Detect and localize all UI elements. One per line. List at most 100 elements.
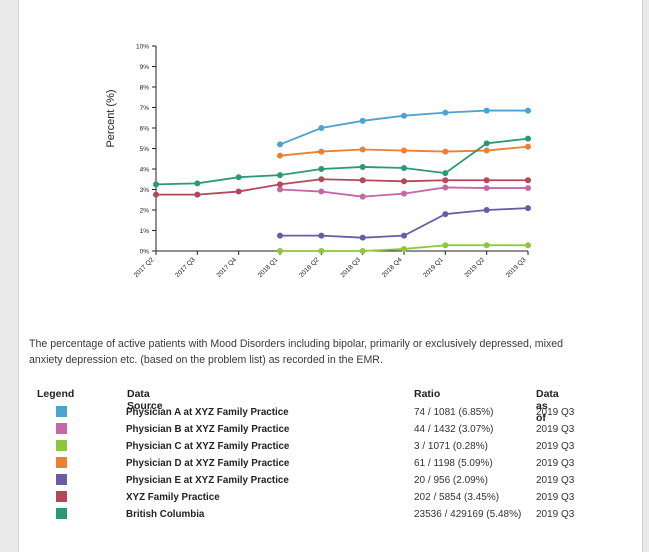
legend-asof: 2019 Q3 [536, 407, 575, 418]
legend-source: XYZ Family Practice [126, 492, 220, 503]
legend-asof: 2019 Q3 [536, 492, 575, 503]
data-point [359, 146, 366, 153]
data-point [442, 242, 449, 249]
data-point [442, 177, 449, 184]
data-point [525, 107, 531, 114]
legend-header: Legend [37, 388, 75, 400]
data-point [359, 117, 366, 124]
legend-swatch [56, 440, 67, 451]
legend-source: Physician A at XYZ Family Practice [126, 407, 289, 418]
legend-swatch [56, 406, 67, 417]
data-point [401, 147, 407, 154]
data-point [525, 177, 531, 184]
data-point [277, 186, 283, 193]
legend-ratio: 202 / 5854 (3.45%) [414, 492, 500, 503]
y-tick-label: 5% [140, 146, 150, 153]
y-tick-label: 0% [140, 249, 150, 256]
data-point [525, 143, 531, 150]
legend-asof: 2019 Q3 [536, 475, 575, 486]
data-point [483, 185, 490, 192]
legend-ratio: 44 / 1432 (3.07%) [414, 424, 494, 435]
data-point [442, 211, 449, 218]
data-point [359, 193, 366, 200]
x-tick-label: 2018 Q2 [298, 256, 321, 279]
data-point [153, 191, 159, 198]
data-point [442, 148, 449, 155]
data-point [401, 178, 407, 185]
ratio-header: Ratio [414, 388, 441, 400]
data-point [153, 181, 159, 188]
line-chart: 0% 1% 2% 3% 4% 5% 6% 7% 8% 9% 10% 2017 Q2 2017 Q3 201… [105, 44, 531, 279]
data-point [277, 141, 283, 148]
legend-ratio: 61 / 1198 (5.09%) [414, 458, 493, 469]
y-tick-label: 7% [140, 105, 150, 112]
data-point [525, 135, 531, 142]
legend-swatch [56, 457, 67, 468]
data-point [525, 205, 531, 212]
y-tick-label: 2% [140, 208, 150, 215]
data-point [401, 190, 407, 197]
y-tick-label: 4% [140, 167, 150, 174]
legend-source: Physician E at XYZ Family Practice [126, 475, 289, 486]
data-point [525, 242, 531, 249]
y-axis-title: Percent (%) [105, 89, 117, 147]
data-source-header: Data Source [127, 388, 163, 412]
legend-source: Physician D at XYZ Family Practice [126, 458, 290, 469]
data-point [318, 232, 325, 239]
x-tick-label: 2019 Q2 [463, 256, 486, 279]
x-tick-label: 2017 Q4 [215, 256, 238, 279]
legend-ratio: 23536 / 429169 (5.48%) [414, 509, 522, 520]
data-point [235, 174, 242, 181]
data-point [318, 188, 325, 195]
legend-ratio: 3 / 1071 (0.28%) [414, 441, 488, 452]
data-point [401, 112, 407, 119]
data-point [359, 177, 366, 184]
data-point [483, 207, 490, 213]
data-as-of-header: Data as of [536, 388, 559, 424]
x-tick-label: 2018 Q3 [339, 256, 362, 279]
data-point [359, 248, 366, 254]
data-point [318, 176, 325, 183]
data-point [442, 170, 449, 177]
x-tick-label: 2018 Q4 [381, 256, 404, 279]
chart-description: The percentage of active patients with M… [29, 338, 564, 366]
legend-swatch [56, 491, 67, 502]
data-point [401, 232, 407, 239]
data-point [277, 248, 283, 254]
x-tick-label: 2019 Q1 [422, 256, 445, 279]
data-point [194, 180, 201, 187]
y-tick-label: 9% [140, 64, 150, 71]
y-tick-label: 1% [140, 228, 150, 235]
y-tick-label: 3% [140, 187, 150, 194]
data-point [277, 172, 283, 179]
legend-source: Physician B at XYZ Family Practice [126, 424, 290, 435]
y-tick-label: 10% [136, 44, 149, 51]
data-point [318, 166, 325, 172]
legend-swatch [56, 423, 67, 434]
y-tick-label: 8% [140, 85, 150, 92]
data-point [483, 107, 490, 114]
data-point [483, 140, 490, 147]
data-point [359, 234, 366, 241]
series-line [156, 178, 528, 196]
legend-source: Physician C at XYZ Family Practice [126, 441, 290, 452]
data-point [483, 242, 490, 249]
data-point [235, 188, 242, 195]
legend-source: British Columbia [126, 509, 205, 520]
x-tick-label: 2017 Q2 [133, 256, 156, 279]
data-point [318, 148, 325, 155]
report-panel [18, 0, 643, 552]
legend-ratio: 20 / 956 (2.09%) [414, 475, 488, 486]
x-tick-label: 2018 Q1 [257, 256, 280, 279]
data-point [401, 245, 407, 252]
data-point [442, 109, 449, 116]
data-point [318, 248, 325, 254]
data-point [194, 191, 201, 198]
legend-swatch [56, 474, 67, 485]
data-point [277, 152, 283, 159]
legend-asof: 2019 Q3 [536, 441, 575, 452]
data-point [483, 147, 490, 154]
data-point [277, 181, 283, 188]
x-tick-label: 2019 Q3 [505, 256, 528, 279]
legend-ratio: 74 / 1081 (6.85%) [414, 407, 494, 418]
